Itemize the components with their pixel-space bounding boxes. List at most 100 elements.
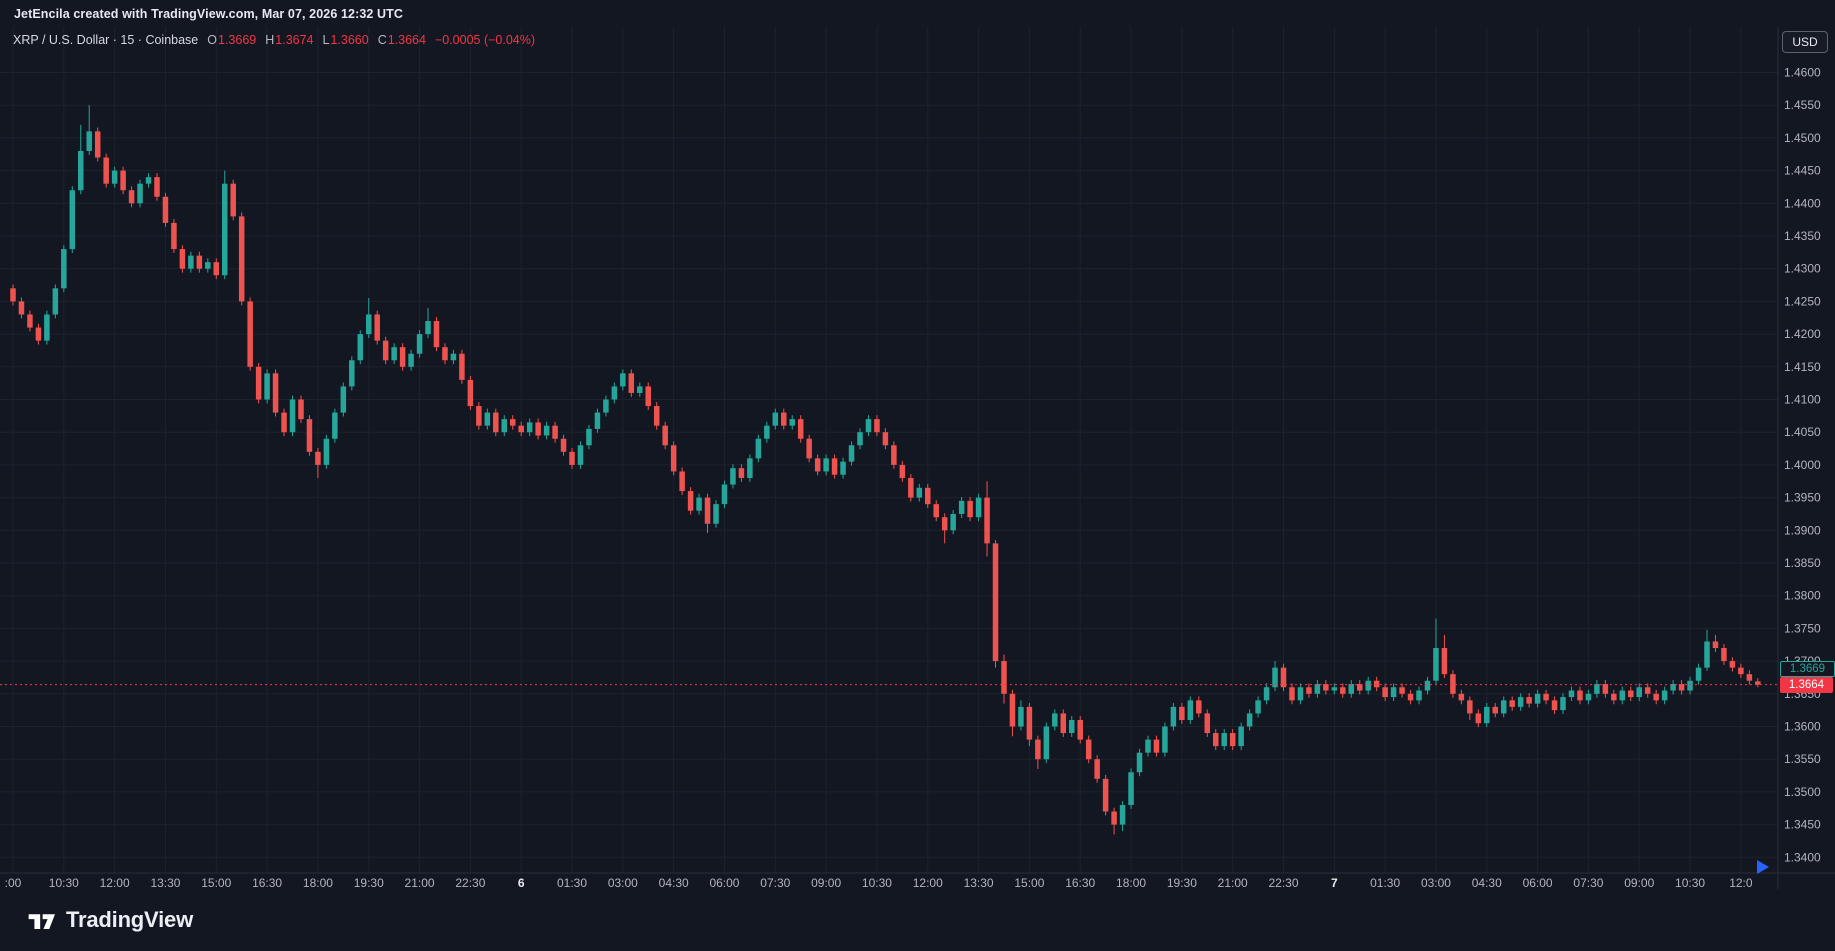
candle-body (1619, 690, 1626, 701)
time-tick-label: 13:30 (964, 876, 994, 889)
candle-body (264, 373, 270, 400)
time-tick-label: 7 (1331, 876, 1338, 889)
candle-body (433, 321, 440, 348)
candle-body (145, 177, 152, 184)
time-axis[interactable] (0, 873, 1778, 889)
candle-body (1094, 759, 1100, 779)
tradingview-logo-icon[interactable] (26, 906, 56, 934)
candle-body (103, 157, 109, 184)
candle-body (840, 461, 846, 475)
candle-body (925, 487, 931, 505)
candle-body (272, 373, 279, 413)
candle-body (1221, 733, 1227, 747)
price-tick-label: 1.3850 (1784, 556, 1821, 570)
go-to-realtime-icon[interactable] (1757, 860, 1769, 874)
candle-body (501, 419, 508, 433)
candle-body (950, 513, 956, 531)
attribution-bar: JetEncila created with TradingView.com, … (0, 0, 1835, 27)
price-tick-label: 1.4500 (1784, 131, 1821, 145)
candle-body (1373, 680, 1380, 688)
price-axis[interactable] (1778, 27, 1835, 873)
candle-body (1475, 713, 1482, 724)
candle-body (848, 445, 855, 462)
candle-body (1678, 683, 1685, 691)
time-tick-label: 03:00 (1421, 876, 1451, 889)
candle-body (552, 425, 558, 439)
candle-body (1323, 683, 1329, 691)
candle-body (52, 288, 59, 315)
candle-body (1348, 683, 1355, 694)
candle-body (476, 406, 482, 426)
candle-body (1052, 713, 1058, 727)
candle-body (1018, 706, 1024, 727)
candle-body (27, 314, 33, 328)
price-tick-label: 1.4400 (1784, 196, 1821, 210)
candles-layer (10, 105, 1761, 835)
candle-body (247, 301, 253, 367)
candle-body (1416, 690, 1422, 701)
candle-body (1399, 687, 1405, 694)
candle-body (205, 262, 211, 269)
candle-body (416, 334, 423, 354)
time-tick-label: 10:30 (1675, 876, 1705, 889)
candle-body (238, 216, 245, 302)
candle-body (306, 419, 313, 452)
time-tick-label: 09:00 (811, 876, 841, 889)
candle-body (1458, 693, 1465, 701)
candle-body (450, 353, 457, 361)
candle-body (1484, 706, 1490, 724)
candle-body (662, 425, 668, 446)
chart-pane[interactable]: 1.4600 1.4550 1.4500 1.4450 1.4400 1.4350 1.43… (0, 27, 1835, 889)
candle-body (1196, 700, 1202, 714)
candle-body (992, 543, 999, 662)
candle-body (35, 327, 42, 341)
time-tick-label: 07:30 (1573, 876, 1603, 889)
candle-body (332, 412, 338, 439)
candle-body (1433, 648, 1439, 681)
candle-body (1585, 693, 1592, 701)
time-tick-label: 09:00 (1624, 876, 1654, 889)
candle-body (713, 504, 719, 524)
candle-body (806, 438, 812, 459)
candle-body (374, 314, 380, 341)
candle-body (1356, 683, 1363, 691)
candle-body (1441, 648, 1448, 675)
candle-body (543, 425, 550, 436)
legend-open-value: 1.3669 (218, 33, 257, 47)
candle-body (569, 451, 575, 465)
candle-body (1170, 706, 1177, 727)
chart-area: 1.4600 1.4550 1.4500 1.4450 1.4400 1.4350 1.43… (0, 27, 1835, 889)
candle-body (535, 422, 541, 436)
candle-body (255, 366, 262, 400)
candle-body (1060, 713, 1067, 734)
candle-body (1628, 690, 1634, 698)
candle-body (1687, 680, 1693, 691)
legend-open: O1.3669 (207, 33, 256, 47)
symbol-legend[interactable]: XRP / U.S. Dollar · 15 · Coinbase O1.366… (13, 33, 535, 47)
candle-body (1738, 667, 1744, 675)
candle-body (1568, 690, 1575, 698)
candle-body (1238, 726, 1244, 747)
time-tick-label: 15:00 (201, 876, 231, 889)
candle-body (1712, 641, 1719, 649)
candle-body (1246, 713, 1253, 727)
candle-body (1670, 683, 1676, 691)
price-tick-label: 1.3450 (1784, 818, 1821, 832)
candle-body (128, 190, 135, 204)
candle-body (1035, 739, 1041, 760)
candle-body (1204, 713, 1211, 734)
price-tick-label: 1.3800 (1784, 589, 1821, 603)
candle-body (1644, 687, 1651, 694)
price-tick-label: 1.3550 (1784, 752, 1821, 766)
currency-toggle-button[interactable]: USD (1782, 31, 1828, 53)
candle-body (1450, 674, 1456, 694)
candle-body (78, 150, 84, 191)
candle-body (196, 255, 203, 269)
candle-body (391, 347, 397, 361)
tradingview-wordmark[interactable]: TradingView (66, 907, 193, 932)
candle-body (1729, 661, 1736, 668)
candle-body (1119, 804, 1126, 825)
time-tick-label: 06:00 (1523, 876, 1553, 889)
candle-body (721, 484, 728, 505)
candle-body (1746, 674, 1753, 681)
